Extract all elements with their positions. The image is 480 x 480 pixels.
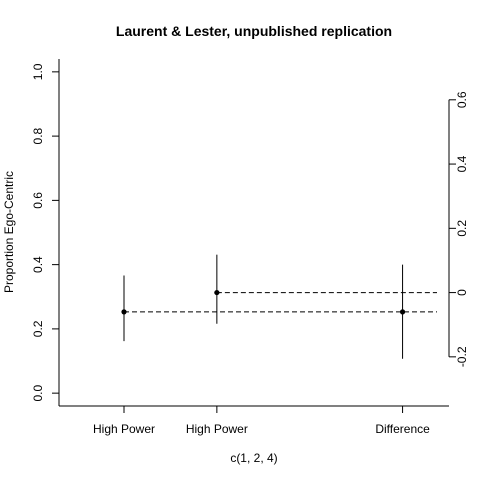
left-axis-tick-label: 0.4 <box>31 256 45 273</box>
chart-title: Laurent & Lester, unpublished replicatio… <box>116 23 392 39</box>
data-point <box>121 309 127 315</box>
right-axis-tick-label: 0.2 <box>455 220 469 237</box>
axes: 0.0 0.2 0.4 0.6 0.8 1.0 High Power High Power Di… <box>31 59 469 436</box>
right-axis-tick-label: 0.4 <box>455 155 469 172</box>
left-axis-tick-label: 0.0 <box>31 384 45 401</box>
left-axis-tick-label: 1.0 <box>31 63 45 80</box>
y-axis-label: Proportion Ego-Centric <box>2 171 16 293</box>
x-axis-tick-label: High Power <box>186 422 248 436</box>
x-axis-tick-label: High Power <box>93 422 155 436</box>
data-marks <box>121 254 406 359</box>
data-point <box>399 309 406 315</box>
left-axis-tick-label: 0.8 <box>31 127 45 144</box>
right-axis-tick-label: 0.6 <box>455 91 469 108</box>
x-axis-tick-label: Difference <box>375 422 430 436</box>
left-axis-tick-label: 0.2 <box>31 320 45 337</box>
left-axis-tick-label: 0.6 <box>31 192 45 209</box>
x-axis-label: c(1, 2, 4) <box>230 451 277 465</box>
data-point <box>214 289 220 296</box>
reference-lines <box>124 292 437 313</box>
right-axis-tick-label: 0 <box>455 289 469 296</box>
right-axis-tick-label: -0.2 <box>455 346 469 367</box>
